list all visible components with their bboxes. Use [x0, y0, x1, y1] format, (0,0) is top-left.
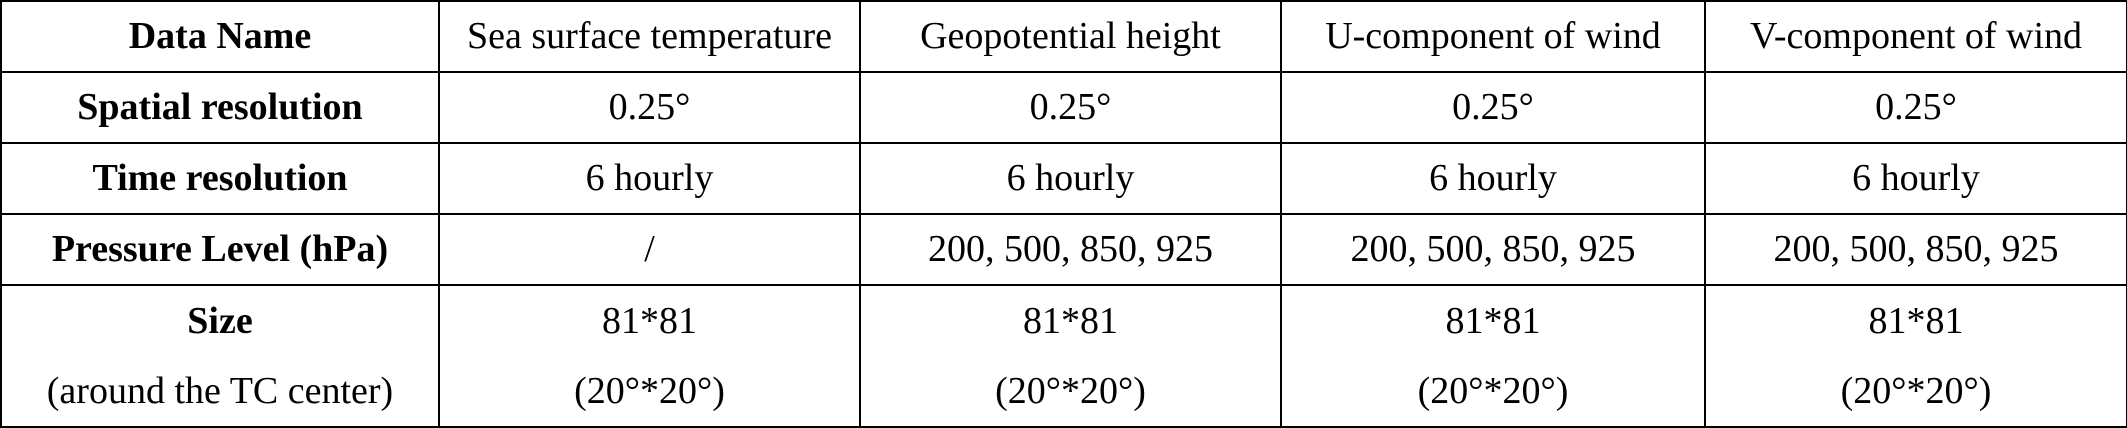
table-row-pressure-level: Pressure Level (hPa) / 200, 500, 850, 92…: [0, 213, 2127, 286]
table-cell: /: [438, 213, 861, 286]
grid-size: 81*81: [1023, 300, 1118, 342]
table-cell: 6 hourly: [438, 142, 861, 215]
table-cell: 200, 500, 850, 925: [859, 213, 1282, 286]
row-label-pressure-level: Pressure Level (hPa): [0, 213, 440, 286]
column-header-geopotential: Geopotential height: [859, 0, 1282, 73]
column-header-sst: Sea surface temperature: [438, 0, 861, 73]
size-sublabel: (around the TC center): [46, 370, 394, 412]
row-label-time-resolution: Time resolution: [0, 142, 440, 215]
column-header-u-wind: U-component of wind: [1280, 0, 1706, 73]
column-header-v-wind: V-component of wind: [1704, 0, 2127, 73]
table-cell: 200, 500, 850, 925: [1704, 213, 2127, 286]
grid-extent: (20°*20°): [574, 370, 725, 412]
table-cell: 0.25°: [1280, 71, 1706, 144]
grid-size: 81*81: [1868, 300, 1964, 342]
row-label-spatial-resolution: Spatial resolution: [0, 71, 440, 144]
grid-extent: (20°*20°): [1417, 370, 1569, 412]
table-cell: 0.25°: [1704, 71, 2127, 144]
table-cell: 0.25°: [859, 71, 1282, 144]
table-cell: 0.25°: [438, 71, 861, 144]
table-cell: 81*81 (20°*20°): [438, 284, 861, 428]
grid-extent: (20°*20°): [995, 370, 1146, 412]
table-cell: 6 hourly: [859, 142, 1282, 215]
size-label: Size: [187, 300, 253, 342]
table-header-row: Data Name Sea surface temperature Geopot…: [0, 0, 2127, 73]
table-cell: 81*81 (20°*20°): [1704, 284, 2127, 428]
grid-extent: (20°*20°): [1840, 370, 1992, 412]
table-cell: 81*81 (20°*20°): [1280, 284, 1706, 428]
table-row-size: Size (around the TC center) 81*81 (20°*2…: [0, 284, 2127, 428]
grid-size: 81*81: [1445, 300, 1541, 342]
grid-size: 81*81: [602, 300, 697, 342]
table-cell: 81*81 (20°*20°): [859, 284, 1282, 428]
table-row-time-resolution: Time resolution 6 hourly 6 hourly 6 hour…: [0, 142, 2127, 215]
table-cell: 200, 500, 850, 925: [1280, 213, 1706, 286]
table-cell: 6 hourly: [1280, 142, 1706, 215]
table-cell: 6 hourly: [1704, 142, 2127, 215]
row-label-data-name: Data Name: [0, 0, 440, 73]
row-label-size: Size (around the TC center): [0, 284, 440, 428]
table-row-spatial-resolution: Spatial resolution 0.25° 0.25° 0.25° 0.2…: [0, 71, 2127, 144]
